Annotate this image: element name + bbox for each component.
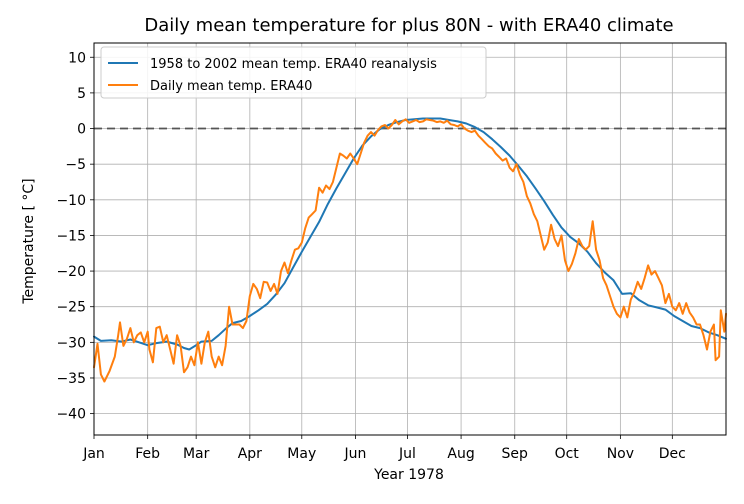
- x-tick-label: Jun: [344, 446, 367, 462]
- y-tick-label: −25: [56, 300, 86, 316]
- legend: 1958 to 2002 mean temp. ERA40 reanalysis…: [100, 46, 487, 99]
- x-tick-label: May: [287, 446, 316, 462]
- y-tick-label: −30: [56, 335, 86, 351]
- legend-box: [100, 46, 487, 99]
- y-axis-label: Temperature [ °C]: [21, 178, 37, 304]
- x-tick-label: Nov: [607, 446, 634, 462]
- x-tick-label: Mar: [183, 446, 210, 462]
- y-tick-label: −5: [65, 157, 86, 173]
- x-tick-label: Oct: [555, 446, 580, 462]
- y-tick-label: 10: [68, 50, 86, 66]
- x-tick-label: Apr: [238, 446, 262, 462]
- x-tick-label: Sep: [502, 446, 529, 462]
- y-tick-label: −15: [56, 228, 86, 244]
- legend-label-1: 1958 to 2002 mean temp. ERA40 reanalysis: [150, 57, 437, 72]
- y-tick-label: −20: [56, 264, 86, 280]
- chart-title: Daily mean temperature for plus 80N - wi…: [144, 15, 673, 36]
- y-tick-label: −10: [56, 193, 86, 209]
- x-axis: Jan Feb Mar Apr May Jun Jul Aug Sep Oct Nov Dec: [82, 435, 686, 462]
- x-tick-label: Jan: [82, 446, 105, 462]
- x-axis-label: Year 1978: [373, 467, 444, 483]
- x-tick-label: Dec: [659, 446, 686, 462]
- y-tick-label: 0: [77, 122, 86, 138]
- plot-area-frame: [93, 42, 727, 436]
- x-tick-label: Feb: [135, 446, 160, 462]
- series-line-2: [93, 118, 727, 383]
- y-tick-label: −35: [56, 371, 86, 387]
- x-tick-label: Aug: [447, 446, 474, 462]
- y-tick-label: 5: [77, 86, 86, 102]
- y-tick-label: −40: [56, 407, 86, 423]
- y-axis: 10 5 0 −5 −10 −15 −20 −25 −30 −35 −40: [56, 50, 94, 423]
- series-layer: [93, 117, 727, 383]
- legend-label-2: Daily mean temp. ERA40: [150, 79, 312, 94]
- x-tick-label: Jul: [398, 446, 416, 462]
